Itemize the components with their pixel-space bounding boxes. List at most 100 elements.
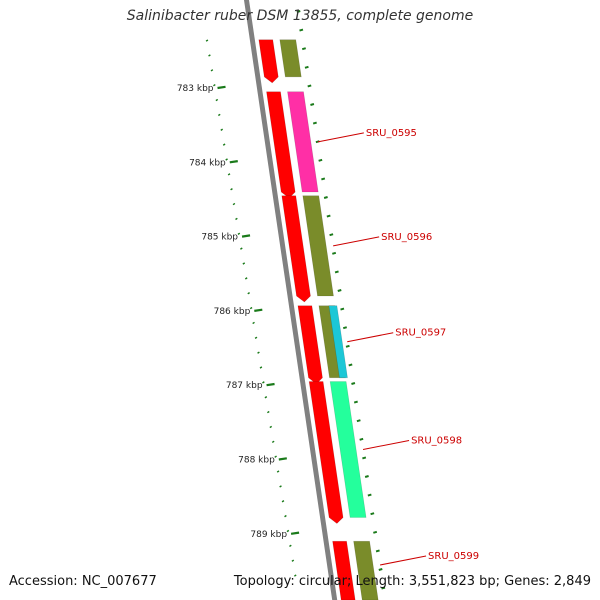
- minor-scale-tick: [257, 351, 260, 354]
- major-scale-tick: [290, 531, 300, 535]
- right-scale-tick: [332, 251, 337, 255]
- minor-scale-tick: [262, 381, 265, 384]
- right-scale-tick: [299, 28, 304, 32]
- major-scale-tick: [278, 457, 287, 461]
- minor-scale-tick: [208, 54, 211, 57]
- cds-feature: [281, 195, 311, 303]
- minor-scale-tick: [254, 336, 258, 340]
- major-scale-tick: [241, 234, 251, 238]
- minor-scale-tick: [271, 440, 275, 444]
- cds-feature: [258, 39, 279, 84]
- major-scale-tick: [229, 160, 238, 164]
- scale-tick-label: 785 kbp: [201, 233, 238, 243]
- gene-label[interactable]: SRU_0598: [411, 435, 462, 446]
- cds-feature: [308, 381, 344, 524]
- minor-scale-tick: [230, 187, 233, 191]
- minor-scale-tick: [293, 574, 297, 577]
- gene-label[interactable]: SRU_0595: [366, 128, 417, 139]
- right-scale-tick: [342, 326, 348, 330]
- right-scale-tick: [301, 47, 307, 51]
- minor-scale-tick: [259, 366, 263, 369]
- right-scale-tick: [323, 196, 328, 199]
- right-scale-tick: [312, 121, 317, 125]
- minor-scale-tick: [217, 113, 221, 117]
- right-scale-tick: [364, 475, 369, 478]
- scale-tick-label: 789 kbp: [250, 530, 287, 540]
- scale-tick-label: 783 kbp: [177, 84, 214, 94]
- gene-label[interactable]: SRU_0597: [395, 328, 446, 339]
- minor-scale-tick: [227, 173, 231, 176]
- minor-scale-tick: [252, 321, 255, 325]
- scale-tick-label: 786 kbp: [214, 307, 251, 317]
- minor-scale-tick: [274, 455, 277, 458]
- minor-scale-tick: [276, 470, 280, 473]
- gene-label[interactable]: SRU_0596: [381, 232, 432, 243]
- right-scale-tick: [334, 270, 339, 274]
- gene-label-leader: [347, 332, 394, 343]
- minor-scale-tick: [269, 425, 273, 429]
- scale-tick-label: 788 kbp: [238, 456, 275, 466]
- right-scale-tick: [356, 419, 361, 423]
- gene-label-leader: [333, 236, 380, 247]
- minor-scale-tick: [289, 544, 292, 548]
- right-scale-tick: [381, 586, 386, 590]
- right-scale-tick: [321, 177, 326, 181]
- gene-feature: [287, 91, 319, 193]
- gene-label[interactable]: SRU_0599: [428, 551, 479, 562]
- minor-scale-tick: [266, 410, 270, 414]
- minor-scale-tick: [210, 69, 214, 72]
- minor-scale-tick: [242, 262, 246, 265]
- minor-scale-tick: [213, 83, 216, 87]
- minor-scale-tick: [225, 158, 228, 161]
- scale-tick-label: 787 kbp: [226, 381, 263, 391]
- minor-scale-tick: [232, 202, 236, 206]
- minor-scale-tick: [240, 247, 243, 250]
- minor-scale-tick: [249, 306, 253, 310]
- gene-feature: [279, 39, 302, 78]
- major-scale-tick: [266, 382, 275, 387]
- minor-scale-tick: [215, 98, 219, 102]
- genome-backbone: [244, 0, 338, 600]
- right-scale-tick: [310, 103, 315, 106]
- right-scale-tick: [378, 568, 383, 571]
- right-scale-tick: [307, 84, 312, 88]
- gene-label-leader: [317, 132, 364, 143]
- right-scale-tick: [326, 214, 331, 218]
- minor-scale-tick: [237, 232, 241, 235]
- genome-summary-text: Topology: circular; Length: 3,551,823 bp…: [233, 574, 591, 589]
- major-scale-tick: [254, 308, 263, 312]
- right-scale-tick: [367, 493, 372, 497]
- accession-text: Accession: NC_007677: [9, 574, 157, 589]
- minor-scale-tick: [281, 500, 285, 503]
- right-scale-tick: [296, 10, 301, 13]
- minor-scale-tick: [284, 514, 287, 518]
- minor-scale-tick: [264, 396, 268, 399]
- gene-feature: [302, 195, 334, 297]
- minor-scale-tick: [286, 529, 290, 533]
- right-scale-tick: [304, 65, 309, 69]
- minor-scale-tick: [205, 39, 209, 42]
- minor-scale-tick: [244, 277, 248, 280]
- cds-feature: [266, 91, 296, 199]
- scale-tick-label: 784 kbp: [189, 158, 226, 168]
- minor-scale-tick: [220, 128, 224, 131]
- right-scale-tick: [345, 344, 350, 348]
- right-scale-tick: [348, 363, 353, 367]
- minor-scale-tick: [222, 143, 226, 146]
- right-scale-tick: [362, 456, 367, 460]
- minor-scale-tick: [291, 559, 295, 562]
- right-scale-tick: [353, 400, 358, 404]
- minor-scale-tick: [279, 485, 282, 488]
- right-scale-tick: [351, 382, 356, 385]
- right-scale-tick: [359, 437, 364, 441]
- gene-feature-extra: [328, 305, 348, 379]
- right-scale-tick: [373, 530, 378, 534]
- right-scale-tick: [370, 512, 375, 516]
- right-scale-tick: [318, 158, 323, 162]
- gene-label-leader: [379, 555, 427, 566]
- major-scale-tick: [217, 85, 226, 90]
- cds-feature: [332, 540, 356, 600]
- right-scale-tick: [340, 307, 345, 311]
